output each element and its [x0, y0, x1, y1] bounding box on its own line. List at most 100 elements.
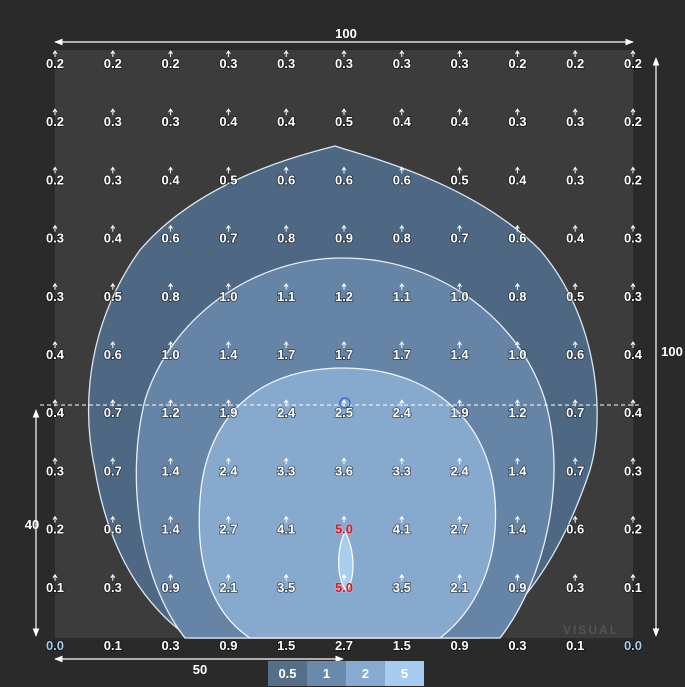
grid-value: 0.3 [104, 580, 122, 595]
grid-value: 0.3 [451, 56, 469, 71]
grid-value: 0.3 [46, 463, 64, 478]
grid-value: 1.4 [162, 463, 181, 478]
grid-point-marker-icon [341, 282, 347, 290]
grid-point-marker-icon [514, 282, 520, 290]
grid-point-marker-icon [168, 573, 174, 581]
grid-point-marker-icon [52, 341, 58, 348]
grid-value: 0.5 [566, 289, 584, 304]
grid-value: 0.3 [162, 114, 180, 129]
grid-point-marker-icon [572, 573, 578, 581]
grid-point-marker-icon [283, 166, 289, 174]
grid-point-marker-icon [110, 224, 116, 232]
grid-point-marker-icon [630, 399, 636, 407]
grid-value: 0.5 [335, 114, 353, 129]
grid-value: 2.1 [451, 580, 469, 595]
grid-value: 0.6 [566, 522, 584, 537]
grid-point-marker-icon [110, 573, 116, 581]
grid-point-marker-icon [168, 50, 174, 57]
grid-value: 1.4 [508, 463, 527, 478]
grid-value: 0.4 [162, 172, 181, 187]
grid-value: 0.3 [566, 114, 584, 129]
grid-point-marker-icon [110, 457, 116, 465]
grid-point-marker-icon [225, 282, 231, 290]
grid-value: 0.4 [566, 231, 585, 246]
grid-point-marker-icon [457, 573, 463, 581]
grid-point-marker-icon [630, 50, 636, 57]
grid-point-marker-icon [168, 457, 174, 465]
grid-point-marker-icon [399, 224, 405, 232]
grid-value: 0.6 [393, 172, 411, 187]
grid-value: 0.2 [104, 56, 122, 71]
grid-value: 0.2 [624, 522, 642, 537]
grid-point-marker-icon [52, 50, 58, 57]
grid-value: 0.3 [566, 580, 584, 595]
grid-point-marker-icon [514, 341, 520, 348]
watermark: VISUAL [563, 623, 619, 637]
grid-value: 1.4 [508, 522, 527, 537]
grid-value: 1.0 [451, 289, 469, 304]
grid-value: 0.5 [219, 172, 237, 187]
grid-point-marker-icon [110, 399, 116, 407]
grid-value: 0.6 [277, 172, 295, 187]
grid-point-marker-icon [572, 457, 578, 465]
grid-value: 2.1 [219, 580, 237, 595]
grid-value: 0.4 [451, 114, 470, 129]
grid-point-marker-icon [225, 399, 231, 407]
grid-point-marker-icon [399, 50, 405, 57]
grid-point-marker-icon [168, 108, 174, 116]
grid-point-marker-icon [52, 108, 58, 116]
grid-value: 0.3 [162, 638, 180, 653]
grid-value: 2.4 [219, 463, 238, 478]
grid-point-marker-icon [457, 282, 463, 290]
grid-point-marker-icon [52, 166, 58, 174]
grid-point-marker-icon [110, 282, 116, 290]
grid-point-marker-icon [283, 224, 289, 232]
grid-value: 0.3 [46, 289, 64, 304]
grid-value: 0.1 [104, 638, 122, 653]
grid-point-marker-icon [630, 573, 636, 581]
grid-point-marker-icon [110, 515, 116, 523]
grid-value: 3.5 [277, 580, 295, 595]
grid-value: 0.9 [162, 580, 180, 595]
grid-value: 0.6 [566, 347, 584, 362]
grid-point-marker-icon [572, 341, 578, 348]
contour-legend: 0.5 1 2 5 [268, 661, 424, 686]
grid-point-marker-icon [225, 515, 231, 523]
grid-point-marker-icon [399, 515, 405, 523]
grid-point-marker-icon [514, 399, 520, 407]
grid-value: 0.3 [335, 56, 353, 71]
grid-value: 0.5 [451, 172, 469, 187]
grid-point-marker-icon [630, 224, 636, 232]
legend-item-2: 2 [346, 661, 385, 686]
grid-value: 1.1 [393, 289, 411, 304]
grid-point-marker-icon [572, 108, 578, 116]
grid-point-marker-icon [630, 457, 636, 465]
grid-point-marker-icon [399, 341, 405, 348]
grid-value: 5.0 [335, 522, 353, 537]
grid-point-marker-icon [572, 282, 578, 290]
grid-value: 0.7 [451, 231, 469, 246]
grid-value: 0.9 [451, 638, 469, 653]
grid-point-marker-icon [457, 341, 463, 348]
grid-value: 5.0 [335, 580, 353, 595]
grid-point-marker-icon [283, 282, 289, 290]
grid-point-marker-icon [457, 108, 463, 116]
grid-value: 0.7 [566, 463, 584, 478]
grid-point-marker-icon [110, 108, 116, 116]
grid-point-marker-icon [572, 166, 578, 174]
grid-point-marker-icon [457, 50, 463, 57]
grid-point-marker-icon [399, 166, 405, 174]
grid-point-marker-icon [457, 399, 463, 407]
grid-point-marker-icon [168, 166, 174, 174]
grid-point-marker-icon [630, 515, 636, 523]
grid-point-marker-icon [168, 399, 174, 407]
grid-point-marker-icon [168, 515, 174, 523]
grid-point-marker-icon [457, 224, 463, 232]
grid-point-marker-icon [52, 573, 58, 581]
grid-point-marker-icon [341, 457, 347, 465]
grid-point-marker-icon [225, 341, 231, 348]
grid-value: 4.1 [393, 522, 411, 537]
grid-point-marker-icon [399, 399, 405, 407]
